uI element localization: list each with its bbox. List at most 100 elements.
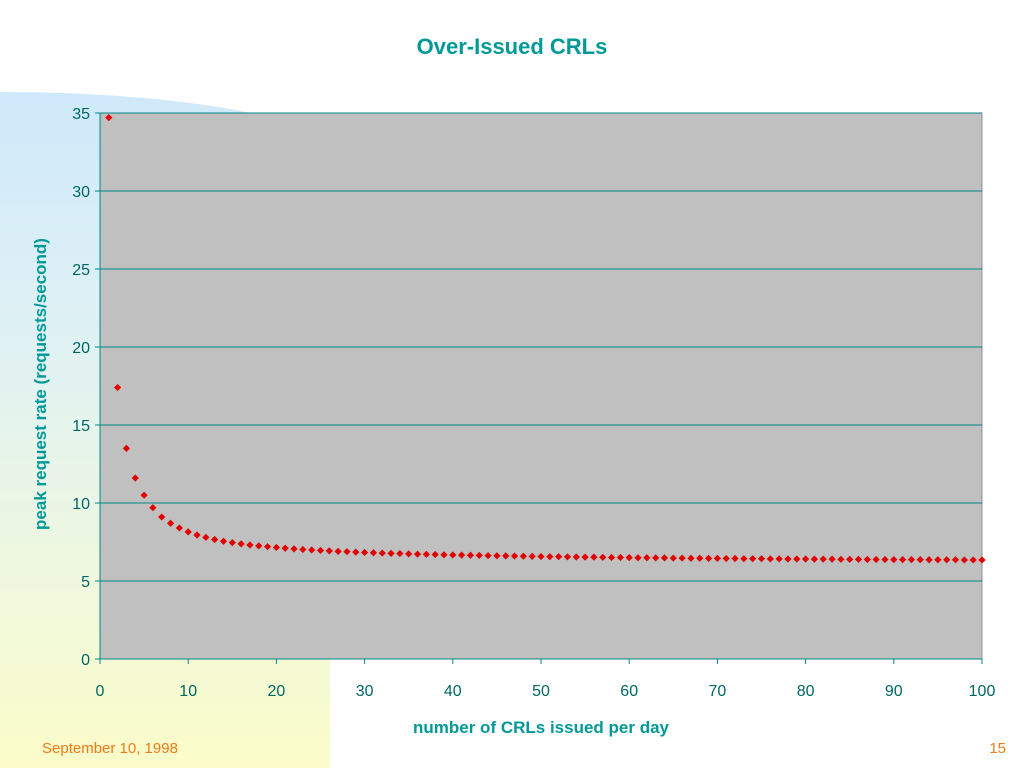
data-point <box>510 552 519 560</box>
data-point <box>308 546 316 554</box>
x-tick-label: 70 <box>709 683 727 700</box>
data-point <box>784 555 792 563</box>
data-point <box>272 543 280 552</box>
data-point <box>343 548 351 556</box>
data-point <box>140 491 148 499</box>
data-point <box>652 554 660 562</box>
data-point <box>211 535 219 544</box>
data-point <box>696 554 704 562</box>
y-tick-label: 25 <box>72 262 90 279</box>
slide-title: Over-Issued CRLs <box>416 34 608 59</box>
data-point <box>828 555 836 563</box>
data-point <box>819 555 827 563</box>
data-point <box>678 554 686 562</box>
data-point <box>334 547 342 555</box>
data-point <box>413 550 422 558</box>
data-point <box>290 545 298 553</box>
y-tick-label: 5 <box>81 574 90 591</box>
data-point <box>299 545 307 554</box>
data-point <box>228 539 236 547</box>
x-tick-label: 10 <box>179 683 197 700</box>
y-tick-label: 0 <box>81 652 90 669</box>
y-tick-label: 15 <box>72 418 90 435</box>
data-point <box>616 553 624 562</box>
y-tick-label: 35 <box>72 106 90 123</box>
data-point <box>105 114 113 122</box>
data-point <box>837 555 845 563</box>
data-point <box>766 555 774 563</box>
data-point <box>978 556 986 564</box>
data-point <box>757 555 766 563</box>
y-axis-title: peak request rate (requests/second) <box>31 238 50 530</box>
data-point <box>890 556 898 564</box>
data-point <box>502 552 510 560</box>
x-tick-label: 20 <box>268 683 286 700</box>
x-axis-title: number of CRLs issued per day <box>413 718 670 737</box>
data-point <box>731 554 739 563</box>
x-tick-label: 80 <box>797 683 815 700</box>
data-point <box>863 555 871 564</box>
data-point <box>493 552 501 560</box>
data-point <box>669 554 677 562</box>
x-tick-label: 30 <box>356 683 374 700</box>
data-point <box>537 552 545 561</box>
data-point <box>431 550 439 559</box>
data-point <box>458 551 466 559</box>
data-point <box>899 556 907 564</box>
data-point <box>802 555 810 563</box>
data-point <box>740 555 748 563</box>
data-point <box>202 533 210 541</box>
data-point <box>387 549 395 557</box>
data-point <box>466 551 475 559</box>
data-point <box>951 556 960 564</box>
data-point <box>519 552 527 560</box>
data-point <box>149 504 157 512</box>
data-point <box>449 551 457 559</box>
data-point <box>872 555 880 564</box>
data-point <box>281 544 289 552</box>
data-point <box>687 554 695 562</box>
data-point <box>572 553 580 561</box>
data-point <box>122 444 131 452</box>
data-point <box>625 554 633 562</box>
data-point <box>581 553 589 561</box>
data-point <box>528 552 536 560</box>
data-point <box>246 541 254 549</box>
data-point <box>316 546 325 555</box>
data-point <box>396 549 404 558</box>
data-point <box>599 553 607 561</box>
x-tick-label: 0 <box>96 683 105 700</box>
data-point <box>131 474 139 482</box>
x-tick-label: 40 <box>444 683 462 700</box>
y-tick-label: 10 <box>72 496 90 513</box>
data-point <box>810 555 819 563</box>
data-point <box>960 556 968 564</box>
data-point <box>325 547 333 555</box>
footer-date: September 10, 1998 <box>42 740 178 757</box>
data-point <box>881 555 889 564</box>
x-tick-label: 60 <box>620 683 638 700</box>
data-point <box>934 556 942 564</box>
data-point <box>237 540 245 548</box>
data-point <box>158 513 166 521</box>
data-point <box>846 555 854 563</box>
data-point <box>793 555 801 563</box>
data-point <box>643 554 651 562</box>
data-point <box>916 556 924 564</box>
data-point <box>563 553 572 561</box>
data-point <box>440 551 448 559</box>
data-point <box>907 556 916 564</box>
data-point <box>943 556 951 564</box>
data-point <box>634 554 642 562</box>
data-point <box>607 553 616 562</box>
data-point <box>114 383 122 392</box>
data-point <box>590 553 598 561</box>
y-tick-label: 20 <box>72 340 90 357</box>
data-point <box>255 542 263 550</box>
data-point <box>184 528 192 536</box>
data-point <box>263 543 272 551</box>
data-point <box>722 554 730 563</box>
plot-area <box>99 112 983 660</box>
x-tick-label: 50 <box>532 683 550 700</box>
